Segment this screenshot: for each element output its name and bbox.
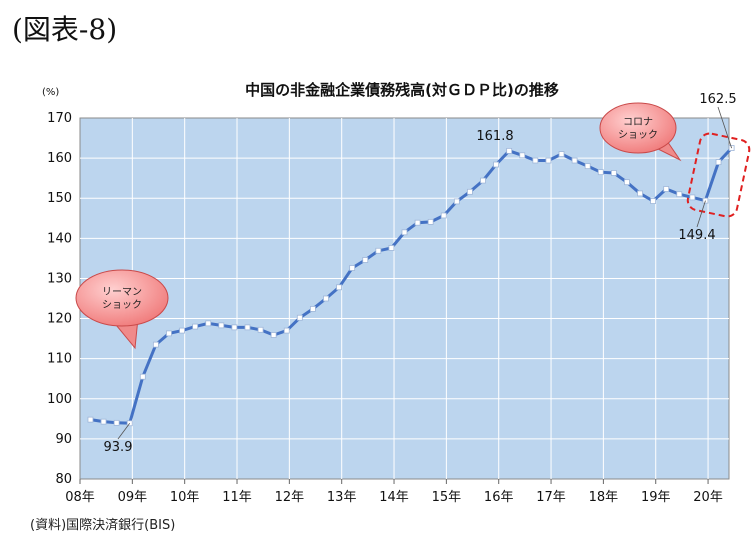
y-tick-label: 130 [47,271,72,286]
data-point [650,198,657,204]
data-point [545,157,552,164]
data-point [296,314,303,321]
annotation-leader [696,200,706,228]
corona-callout-text: ショック [618,129,658,141]
x-tick-label: 11年 [222,490,252,505]
data-point [113,419,120,426]
data-point [663,186,670,192]
y-tick-label: 140 [47,231,72,246]
y-tick-label: 100 [47,392,72,407]
x-tick-label: 14年 [379,490,409,505]
data-point [519,152,526,159]
x-tick-label: 13年 [327,490,357,505]
data-point [166,330,172,337]
data-point [480,177,486,184]
annotation-low-2008: 93.9 [104,440,133,455]
data-point [427,218,434,225]
x-axis-ticks: 08年 09年 10年 11年 12年 13年 14年 15年 16年 17年 18年 19年 20年 [65,479,723,505]
y-tick-label: 110 [47,352,72,367]
x-tick-label: 10年 [170,490,200,505]
data-point [192,323,199,330]
data-point [506,147,513,154]
corona-callout-bubble [599,102,677,154]
y-tick-label: 80 [55,472,72,487]
data-point [179,327,185,334]
data-point [637,190,643,197]
annotation-peak-2016: 161.8 [476,129,513,144]
x-tick-label: 15年 [432,490,462,505]
data-point [610,170,617,176]
corona-highlight [686,132,751,218]
x-tick-label: 08年 [65,490,95,505]
y-axis-ticks: 80 90 100 110 120 130 140 150 160 170 [47,111,72,487]
data-point [205,320,212,327]
x-tick-label: 19年 [641,490,671,505]
y-axis-unit: (%) [42,87,59,98]
x-tick-label: 17年 [536,490,566,505]
lehman-callout-text: ショック [102,299,142,311]
x-tick-label: 09年 [118,490,148,505]
corona-callout-text: コロナ [623,116,653,128]
data-point [715,159,722,166]
data-point [283,327,290,334]
data-point [571,157,578,164]
data-point [414,219,421,226]
data-point [87,416,94,423]
source-note: (資料)国際決済銀行(BIS) [30,518,176,533]
data-point [270,332,277,338]
y-tick-label: 150 [47,191,72,206]
data-point [689,194,696,201]
data-point [467,188,473,195]
data-point [532,157,539,164]
data-point [624,179,630,186]
chart-title: 中国の非金融企業債務残高(対ＧＤＰ比)の推移 [245,81,559,99]
annotations: 93.9 161.8 149.4 162.5 [104,92,737,455]
x-tick-label: 12年 [275,490,305,505]
data-point [388,245,395,251]
data-point [349,265,356,271]
data-point [584,163,591,170]
data-point [336,284,342,291]
annotation-latest: 162.5 [699,92,736,107]
data-point [493,161,499,168]
data-point [440,212,447,219]
data-point [362,257,369,263]
y-tick-label: 160 [47,151,72,166]
data-point [401,229,408,236]
annotation-pre-corona: 149.4 [678,228,715,243]
data-point [558,151,565,158]
lehman-callout-bubble [75,269,169,327]
annotation-leader [117,423,131,440]
data-point [218,322,225,329]
data-point [231,324,238,331]
data-point [244,324,251,331]
data-point [100,418,107,425]
data-point [152,341,159,348]
x-tick-label: 16年 [484,490,514,505]
data-point [453,198,460,205]
data-point [323,295,329,302]
y-tick-label: 170 [47,111,72,126]
data-point [375,247,382,254]
chart: 中国の非金融企業債務残高(対ＧＤＰ比)の推移 (%) 80 90 100 110 120… [42,81,751,505]
gridlines [80,118,729,479]
y-tick-label: 90 [55,432,72,447]
figure-label: (図表-8) [12,13,118,46]
lehman-callout-text: リーマン [102,287,142,298]
data-point [310,306,316,312]
data-point [257,326,264,333]
annotation-leader [717,106,732,149]
data-point [597,169,604,176]
plot-area [79,117,730,480]
y-tick-label: 120 [47,312,72,327]
data-point [139,373,146,380]
x-tick-label: 18年 [589,490,619,505]
x-tick-label: 20年 [693,490,723,505]
data-point [676,191,683,198]
